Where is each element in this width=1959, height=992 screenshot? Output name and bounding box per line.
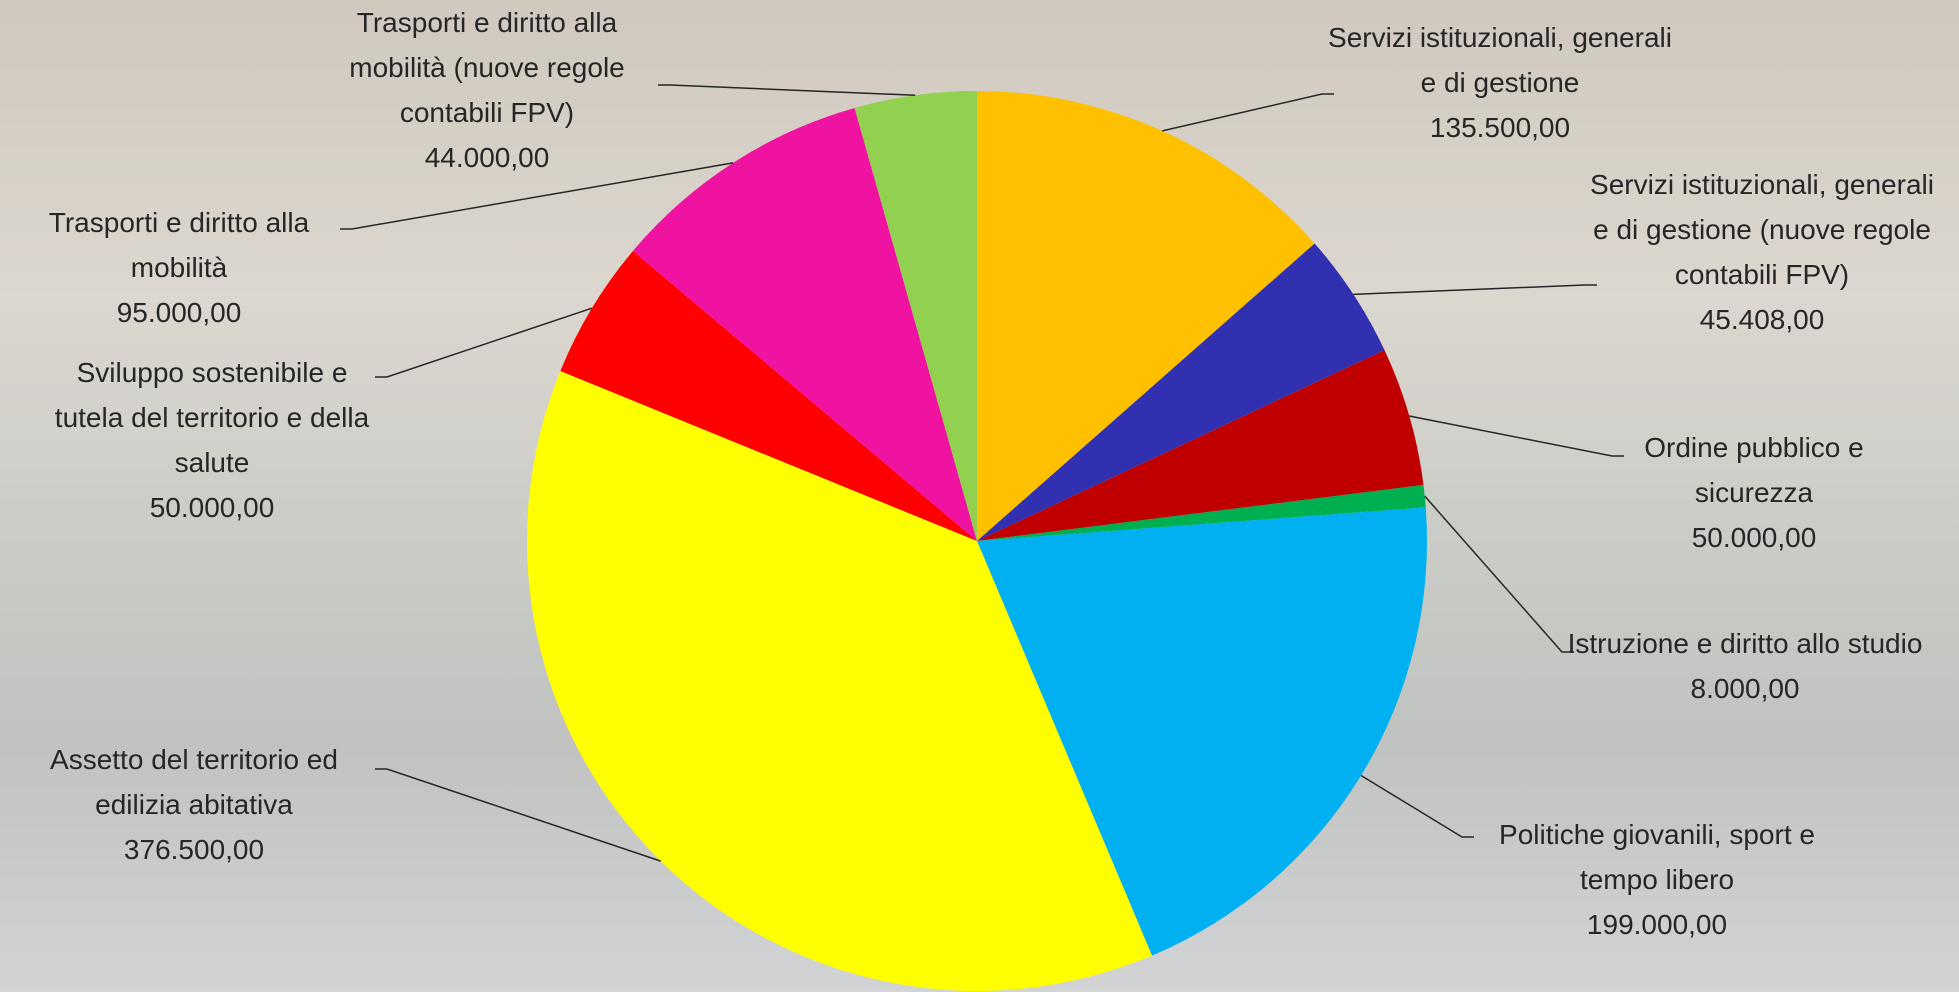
label-value: 8.000,00 [1690,673,1800,704]
label-category: Assetto del territorio ed edilizia abita… [50,744,338,820]
pie-slice [977,91,1315,541]
data-label: Assetto del territorio ed edilizia abita… [7,737,382,872]
pie-slice [977,507,1427,956]
leader-line [1424,495,1574,653]
label-category: Trasporti e diritto alla mobilità [48,207,310,283]
leader-line [1409,415,1624,457]
pie-slice [632,107,977,541]
leader-line [658,84,916,97]
data-label: Trasporti e diritto alla mobilità 95.000,… [10,200,348,335]
leader-line [375,307,593,378]
leader-line [375,768,661,862]
data-label: Sviluppo sostenibile e tutela del territ… [43,350,381,530]
label-category: Ordine pubblico e sicurezza [1644,432,1864,508]
pie-slice [854,91,977,541]
data-label: Servizi istituzionali, generali e di ges… [1581,162,1943,342]
leader-line [340,162,734,230]
data-label: Istruzione e diritto allo studio 8.000,00 [1564,621,1926,711]
label-category: Istruzione e diritto allo studio [1567,628,1923,659]
label-value: 95.000,00 [116,297,242,328]
label-value: 45.408,00 [1699,304,1825,335]
leader-line [1162,93,1334,132]
label-category: Sviluppo sostenibile e tutela del territ… [54,357,370,478]
label-value: 50.000,00 [1691,522,1817,553]
label-value: 44.000,00 [424,142,550,173]
label-value: 135.500,00 [1429,112,1571,143]
pie-slice [977,243,1385,541]
data-label: Ordine pubblico e sicurezza 50.000,00 [1604,425,1904,560]
pie-slice [977,484,1426,541]
data-label: Servizi istituzionali, generali e di ges… [1320,15,1680,150]
pie-slice [560,250,977,542]
label-category: Trasporti e diritto alla mobilità (nuove… [349,7,625,128]
leader-line [1353,284,1597,296]
data-label: Trasporti e diritto alla mobilità (nuove… [318,0,656,180]
label-value: 376.500,00 [123,834,265,865]
data-label: Politiche giovanili, sport e tempo liber… [1467,812,1847,947]
pie-slice [977,350,1424,541]
pie-slice [526,371,1153,992]
label-value: 199.000,00 [1586,909,1728,940]
label-value: 50.000,00 [149,492,275,523]
label-category: Servizi istituzionali, generali e di ges… [1590,169,1934,290]
leader-line [1360,774,1474,838]
label-category: Politiche giovanili, sport e tempo liber… [1499,819,1815,895]
label-category: Servizi istituzionali, generali e di ges… [1328,22,1672,98]
